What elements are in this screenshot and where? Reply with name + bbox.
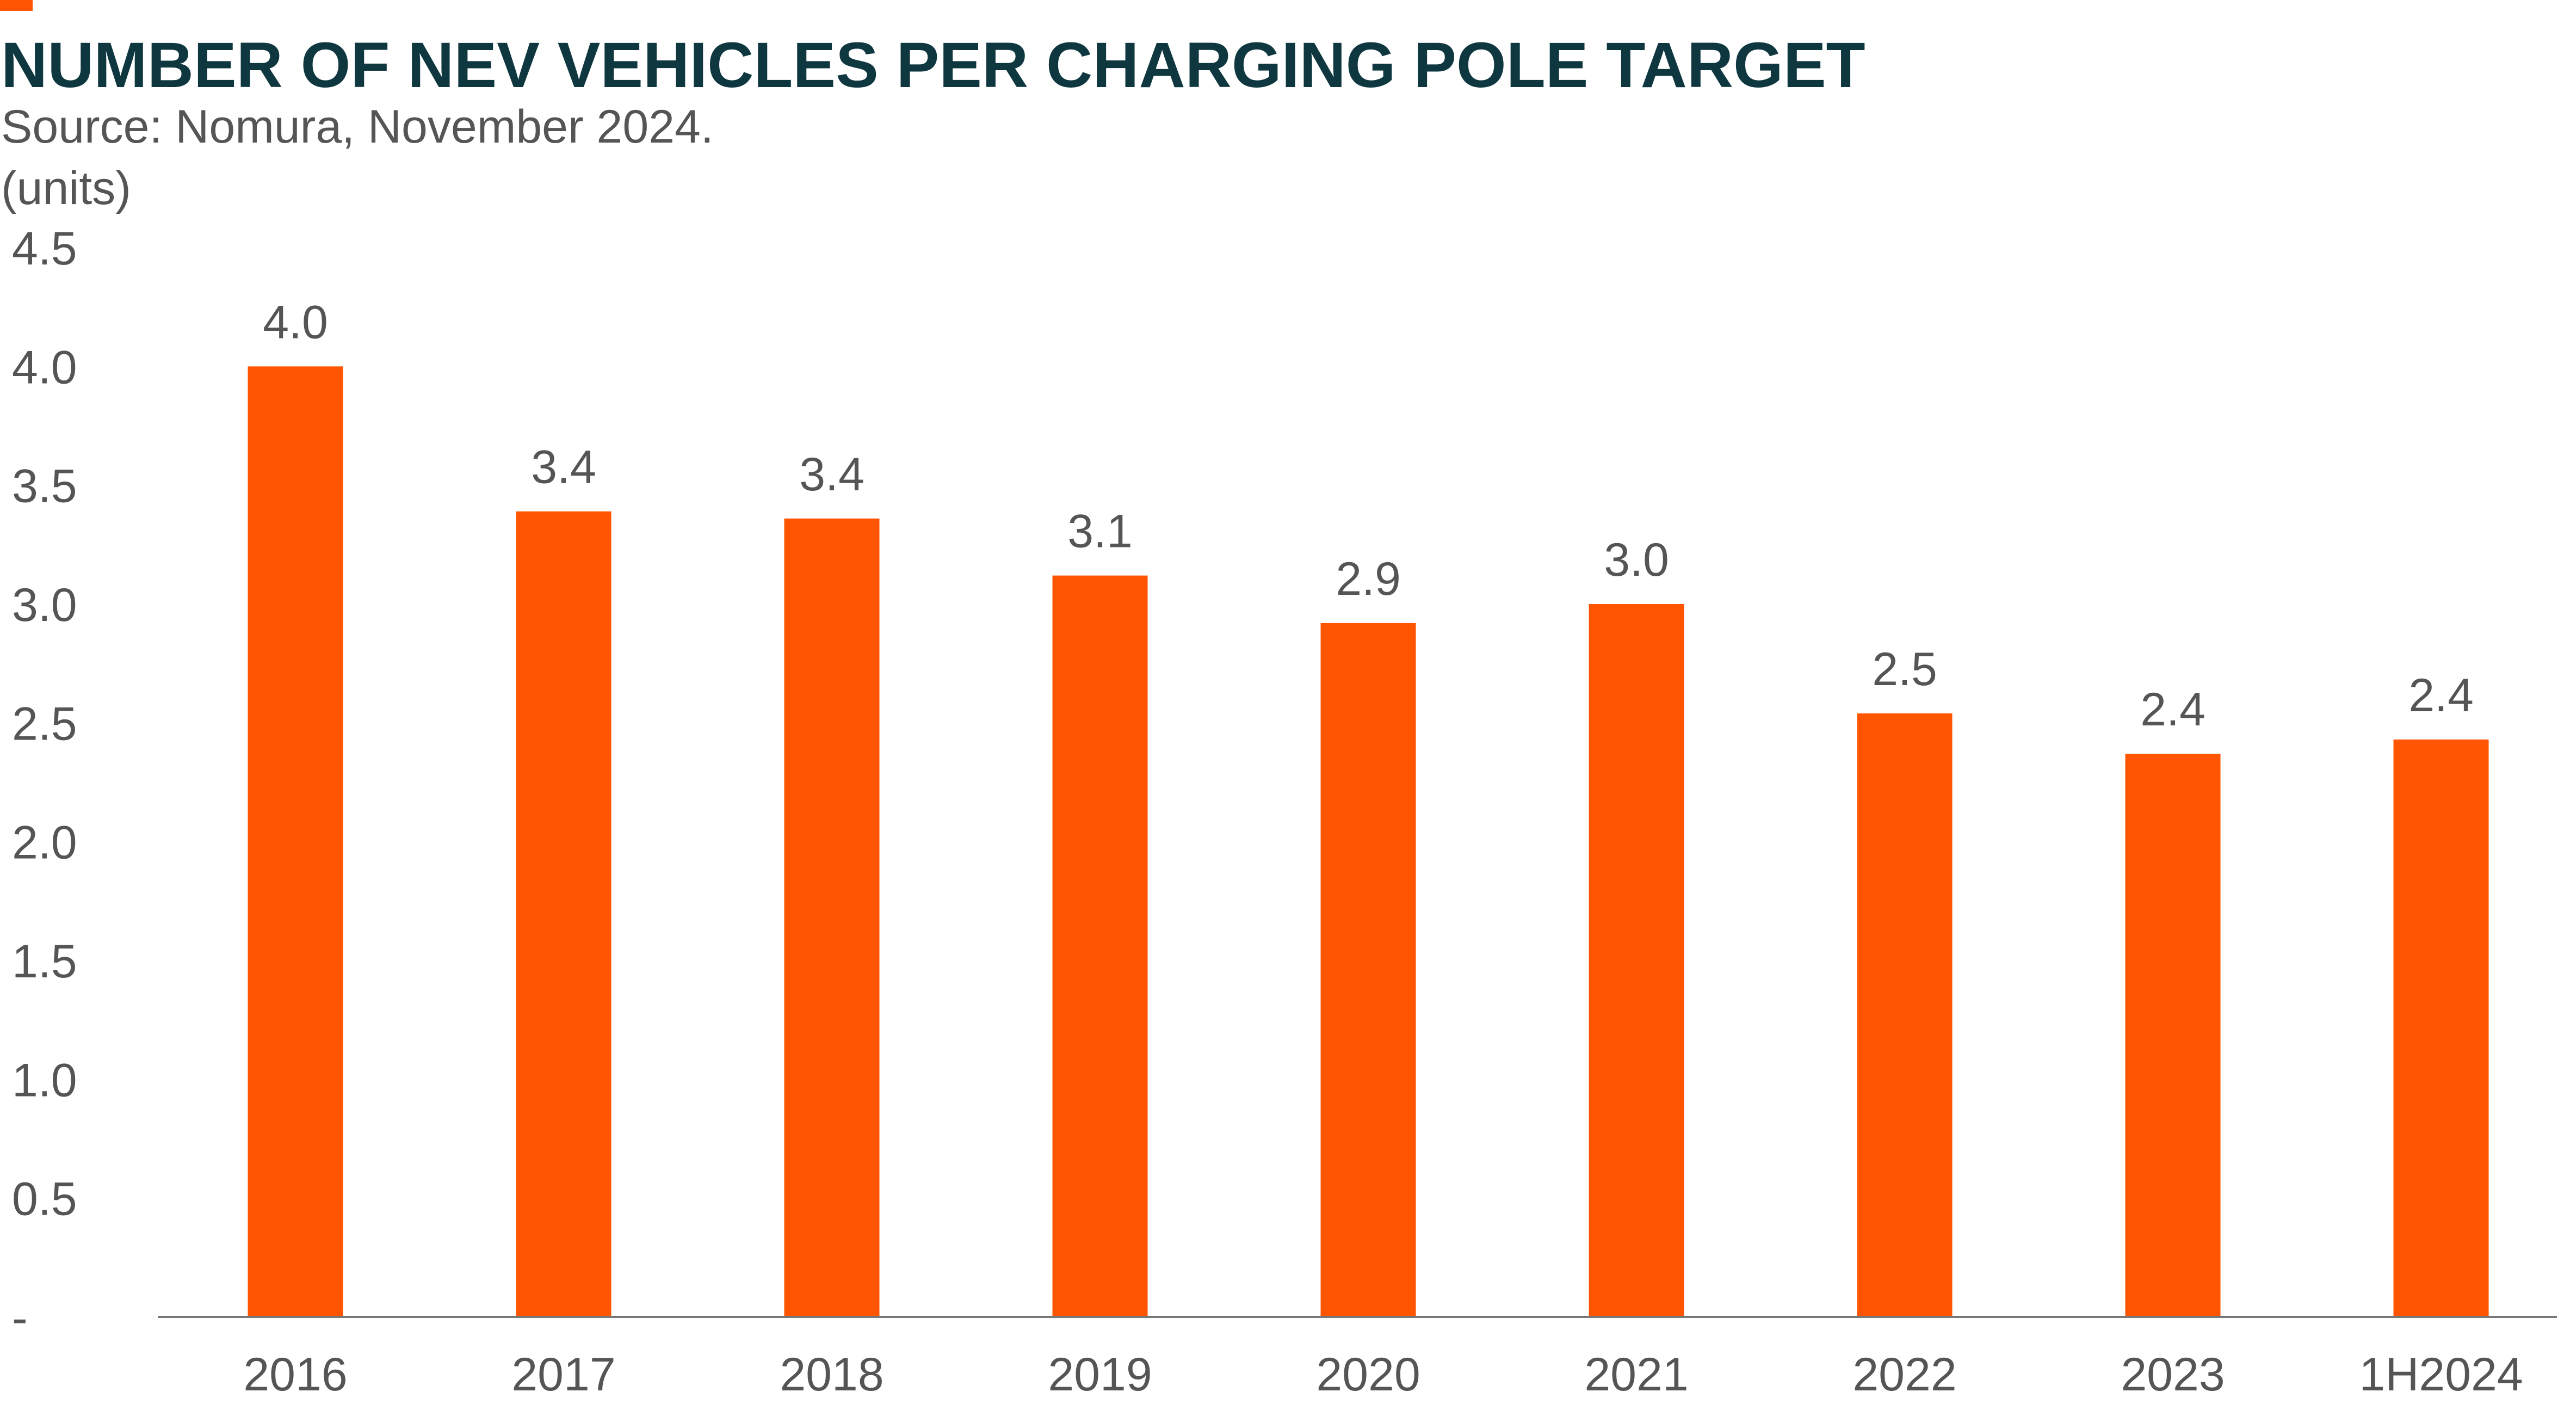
data-label: 2.5 [1872,643,1937,695]
data-label: 3.4 [531,441,596,494]
bar [784,518,880,1317]
x-tick-label: 2020 [1316,1348,1420,1401]
y-tick-label: 3.0 [12,579,77,631]
y-tick-label: 2.0 [12,817,77,869]
data-label: 3.4 [799,448,864,501]
y-tick-label: 0.5 [12,1173,77,1226]
y-tick-label: 1.5 [12,935,77,988]
chart-source: Source: Nomura, November 2024. [1,101,714,153]
bar [248,366,343,1317]
bar [1052,575,1148,1317]
x-tick-label: 2019 [1048,1348,1152,1401]
chart-title: NUMBER OF NEV VEHICLES PER CHARGING POLE… [1,29,1865,101]
data-label: 2.4 [2408,669,2474,722]
data-label: 3.1 [1067,506,1133,558]
bar [516,511,611,1317]
y-axis-ticks: - 0.5 1.0 1.5 2.0 2.5 3.0 3.5 4.0 4.5 [12,223,77,1344]
x-axis-ticks: 2016 2017 2018 2019 2020 2021 2022 2023 1H2024 [243,1348,2523,1401]
data-label: 2.4 [2140,683,2206,736]
y-tick-label: 1.0 [12,1054,77,1106]
bar [1320,623,1416,1317]
x-tick-label: 2022 [1852,1348,1956,1401]
bar [1857,713,1953,1317]
data-labels: 4.0 3.4 3.4 3.1 2.9 3.0 2.5 2.4 2.4 [263,296,2474,736]
y-tick-label: 4.5 [12,223,77,275]
accent-bar [0,0,33,11]
bar [2393,739,2489,1317]
data-label: 2.9 [1336,553,1401,605]
x-tick-label: 2018 [780,1348,884,1401]
x-tick-label: 1H2024 [2359,1348,2523,1401]
data-label: 3.0 [1604,534,1669,586]
x-tick-label: 2016 [243,1348,347,1401]
bar [2125,754,2221,1317]
y-tick-label: - [12,1292,28,1344]
x-tick-label: 2017 [511,1348,615,1401]
bars [248,366,2489,1317]
x-tick-label: 2023 [2121,1348,2225,1401]
y-axis-unit-label: (units) [1,162,131,214]
bar [1589,604,1684,1317]
y-tick-label: 4.0 [12,341,77,393]
x-tick-label: 2021 [1584,1348,1688,1401]
y-tick-label: 3.5 [12,460,77,513]
data-label: 4.0 [263,296,328,348]
y-tick-label: 2.5 [12,698,77,750]
